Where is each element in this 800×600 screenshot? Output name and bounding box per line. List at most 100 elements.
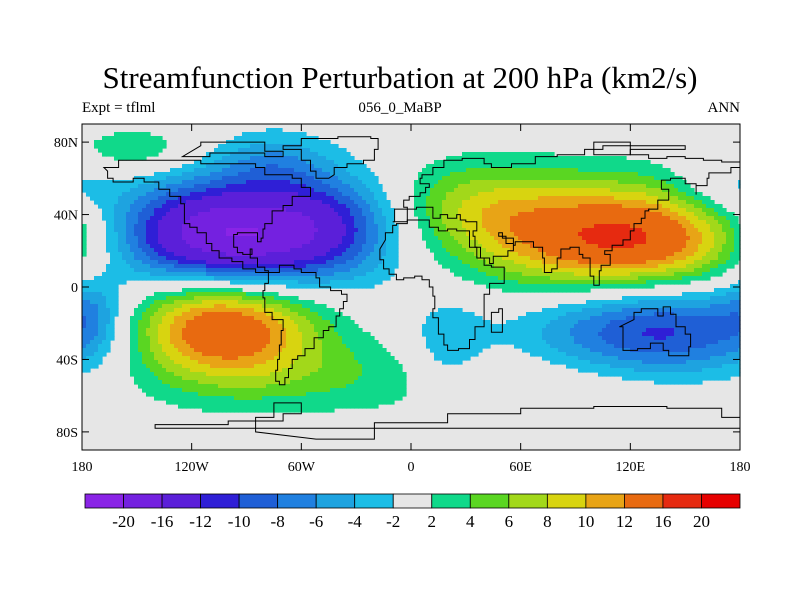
contour-cell	[282, 188, 287, 193]
contour-cell	[718, 212, 723, 217]
contour-cell	[298, 276, 303, 281]
contour-cell	[718, 260, 723, 265]
contour-cell	[158, 260, 163, 265]
contour-cell	[214, 256, 219, 261]
contour-cell	[634, 256, 639, 261]
contour-cell	[274, 228, 279, 233]
contour-cell	[122, 188, 127, 193]
contour-cell	[530, 204, 535, 209]
contour-cell	[490, 156, 495, 161]
contour-cell	[358, 188, 363, 193]
contour-cell	[294, 212, 299, 217]
contour-cell	[354, 264, 359, 269]
contour-cell	[498, 280, 503, 285]
contour-cell	[502, 260, 507, 265]
contour-cell	[494, 268, 499, 273]
contour-cell	[326, 200, 331, 205]
contour-cell	[282, 208, 287, 213]
contour-cell	[198, 244, 203, 249]
contour-cell	[466, 184, 471, 189]
contour-cell	[246, 264, 251, 269]
contour-cell	[542, 172, 547, 177]
contour-cell	[322, 204, 327, 209]
contour-cell	[490, 244, 495, 249]
contour-cell	[470, 192, 475, 197]
contour-cell	[538, 252, 543, 257]
contour-cell	[118, 208, 123, 213]
contour-cell	[278, 148, 283, 153]
contour-cell	[314, 280, 319, 285]
contour-cell	[214, 148, 219, 153]
contour-cell	[290, 208, 295, 213]
contour-cell	[346, 180, 351, 185]
contour-cell	[626, 252, 631, 257]
contour-cell	[254, 172, 259, 177]
contour-cell	[486, 268, 491, 273]
contour-cell	[614, 252, 619, 257]
contour-cell	[422, 228, 427, 233]
contour-cell	[486, 252, 491, 257]
contour-cell	[366, 180, 371, 185]
contour-cell	[174, 296, 179, 301]
contour-cell	[354, 188, 359, 193]
contour-cell	[654, 184, 659, 189]
contour-cell	[574, 200, 579, 205]
contour-cell	[218, 264, 223, 269]
contour-cell	[246, 280, 251, 285]
contour-cell	[306, 148, 311, 153]
contour-cell	[178, 252, 183, 257]
contour-cell	[250, 272, 255, 277]
contour-cell	[258, 184, 263, 189]
contour-cell	[102, 216, 107, 221]
contour-cell	[466, 252, 471, 257]
contour-cell	[306, 268, 311, 273]
contour-cell	[314, 200, 319, 205]
contour-cell	[162, 172, 167, 177]
contour-cell	[670, 240, 675, 245]
contour-cell	[150, 200, 155, 205]
contour-cell	[626, 168, 631, 173]
contour-cell	[590, 240, 595, 245]
contour-cell	[438, 184, 443, 189]
contour-cell	[98, 192, 103, 197]
contour-cell	[510, 264, 515, 269]
contour-cell	[178, 256, 183, 261]
contour-cell	[254, 152, 259, 157]
contour-cell	[342, 184, 347, 189]
contour-cell	[450, 224, 455, 229]
contour-cell	[138, 144, 143, 149]
contour-cell	[210, 172, 215, 177]
contour-cell	[270, 184, 275, 189]
contour-cell	[478, 168, 483, 173]
contour-cell	[102, 288, 107, 293]
contour-cell	[558, 244, 563, 249]
contour-cell	[642, 180, 647, 185]
contour-cell	[446, 264, 451, 269]
contour-cell	[706, 236, 711, 241]
contour-cell	[134, 224, 139, 229]
contour-cell	[434, 164, 439, 169]
contour-cell	[322, 188, 327, 193]
contour-cell	[362, 244, 367, 249]
contour-cell	[638, 260, 643, 265]
contour-cell	[246, 236, 251, 241]
contour-cell	[298, 192, 303, 197]
contour-cell	[178, 248, 183, 253]
contour-cell	[358, 168, 363, 173]
contour-cell	[262, 160, 267, 165]
contour-cell	[234, 272, 239, 277]
contour-cell	[430, 164, 435, 169]
contour-cell	[266, 128, 271, 133]
contour-cell	[714, 212, 719, 217]
contour-cell	[586, 240, 591, 245]
contour-cell	[310, 280, 315, 285]
contour-cell	[198, 172, 203, 177]
contour-cell	[726, 256, 731, 261]
contour-cell	[510, 208, 515, 213]
contour-cell	[438, 228, 443, 233]
contour-cell	[126, 196, 131, 201]
contour-cell	[574, 260, 579, 265]
contour-cell	[210, 212, 215, 217]
contour-cell	[438, 188, 443, 193]
contour-cell	[618, 240, 623, 245]
